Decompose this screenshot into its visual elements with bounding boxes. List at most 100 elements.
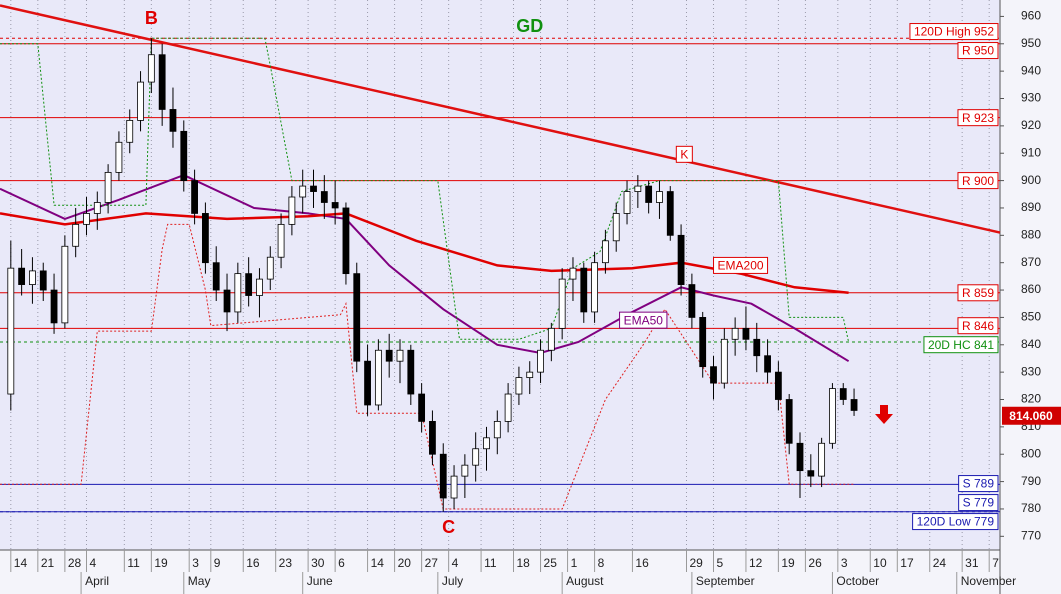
candle-body bbox=[720, 338, 728, 384]
x-tick-label: 16 bbox=[635, 556, 649, 570]
level-label-box bbox=[957, 284, 999, 302]
y-tick-label: 900 bbox=[1021, 173, 1041, 187]
y-tick-label: 920 bbox=[1021, 118, 1041, 132]
candle-body bbox=[364, 360, 371, 406]
level-label-text: R 950 bbox=[962, 44, 994, 58]
x-tick-label: 24 bbox=[933, 556, 947, 570]
down-arrow bbox=[875, 405, 893, 424]
annotation: GD bbox=[516, 16, 543, 36]
candle-body bbox=[202, 213, 209, 264]
candle-body bbox=[429, 420, 436, 455]
candle-body bbox=[839, 388, 847, 400]
candle-body bbox=[50, 289, 58, 324]
candle-body bbox=[483, 437, 490, 450]
annotation: C bbox=[442, 517, 455, 537]
candle-body bbox=[374, 349, 382, 406]
x-tick-label: 12 bbox=[749, 556, 763, 570]
annotation-text: EMA50 bbox=[624, 313, 664, 327]
level-label-box bbox=[958, 494, 999, 512]
candle-body bbox=[656, 191, 663, 203]
x-tick-label: 5 bbox=[717, 556, 724, 570]
candle-body bbox=[234, 273, 242, 313]
candle-body bbox=[818, 442, 826, 477]
x-tick-label: 14 bbox=[14, 556, 28, 570]
candle-body bbox=[753, 338, 761, 357]
candle-body bbox=[829, 388, 836, 444]
level-label: R 859 bbox=[957, 284, 999, 302]
candle-body bbox=[115, 141, 123, 173]
x-tick-label: 14 bbox=[371, 556, 385, 570]
month-label: June bbox=[307, 574, 333, 588]
candle-body bbox=[774, 371, 782, 400]
level-label-box bbox=[957, 109, 999, 127]
x-tick-label: 30 bbox=[311, 556, 325, 570]
x-tick-label: 17 bbox=[900, 556, 914, 570]
x-tick-label: 9 bbox=[214, 556, 221, 570]
candle-body bbox=[342, 207, 350, 275]
candle-body bbox=[147, 54, 155, 83]
candle-body bbox=[623, 191, 631, 214]
last-price-label: 814.060 bbox=[1009, 409, 1053, 423]
candle-body bbox=[158, 54, 166, 110]
month-label: November bbox=[961, 574, 1016, 588]
level-label: R 900 bbox=[957, 172, 999, 190]
candle-body bbox=[72, 223, 80, 247]
candle-body bbox=[634, 185, 642, 192]
candle-body bbox=[807, 470, 815, 477]
x-tick-label: 3 bbox=[192, 556, 199, 570]
month-label: May bbox=[188, 574, 211, 588]
level-label-text: R 923 bbox=[962, 111, 994, 125]
candle-body bbox=[266, 256, 274, 280]
level-label-text: S 779 bbox=[963, 496, 995, 510]
y-tick-label: 850 bbox=[1021, 310, 1041, 324]
y-tick-label: 860 bbox=[1021, 282, 1041, 296]
month-label: October bbox=[836, 574, 879, 588]
candle-body bbox=[493, 420, 501, 439]
candle-body bbox=[191, 180, 198, 214]
candle-body bbox=[39, 270, 47, 291]
level-label: 20D HC 841 bbox=[923, 336, 999, 354]
candle-body bbox=[299, 185, 307, 198]
x-tick-label: 19 bbox=[781, 556, 795, 570]
candle-body bbox=[461, 464, 469, 477]
candle-body bbox=[29, 270, 36, 285]
candle-body bbox=[515, 377, 523, 395]
candle-body bbox=[288, 196, 296, 225]
candle-body bbox=[785, 399, 793, 444]
annotation-box bbox=[619, 311, 668, 329]
x-tick-label: 19 bbox=[154, 556, 168, 570]
candle-body bbox=[385, 349, 393, 362]
candle-body bbox=[418, 393, 426, 422]
x-tick-label: 1 bbox=[571, 556, 578, 570]
candle-body bbox=[180, 130, 188, 181]
month-label: April bbox=[85, 574, 109, 588]
x-tick-label: 11 bbox=[484, 556, 497, 570]
x-tick-label: 16 bbox=[246, 556, 260, 570]
candle-body bbox=[645, 185, 653, 203]
candle-body bbox=[245, 273, 253, 296]
x-tick-label: 23 bbox=[279, 556, 293, 570]
level-label: R 923 bbox=[957, 109, 999, 127]
level-label-text: R 900 bbox=[962, 174, 994, 188]
level-label-box bbox=[958, 475, 999, 493]
x-tick-label: 3 bbox=[841, 556, 848, 570]
y-tick-label: 820 bbox=[1021, 392, 1041, 406]
level-label-text: 20D HC 841 bbox=[928, 338, 994, 352]
candle-body bbox=[7, 267, 15, 395]
annotation-text: B bbox=[145, 8, 158, 28]
month-label: September bbox=[696, 574, 755, 588]
x-tick-label: 25 bbox=[544, 556, 558, 570]
level-label: S 779 bbox=[958, 494, 999, 512]
level-label-box bbox=[912, 513, 999, 531]
level-label: 120D High 952 bbox=[909, 23, 999, 41]
y-tick-label: 870 bbox=[1021, 255, 1041, 269]
candle-body bbox=[602, 240, 609, 264]
indicator-line bbox=[0, 174, 850, 363]
candle-body bbox=[666, 191, 674, 236]
level-label: R 950 bbox=[957, 42, 999, 60]
annotation-text: EMA200 bbox=[718, 259, 764, 273]
annotation-text: GD bbox=[516, 16, 543, 36]
candle-body bbox=[93, 202, 101, 214]
level-label-text: S 789 bbox=[963, 477, 995, 491]
annotation: K bbox=[675, 145, 693, 163]
